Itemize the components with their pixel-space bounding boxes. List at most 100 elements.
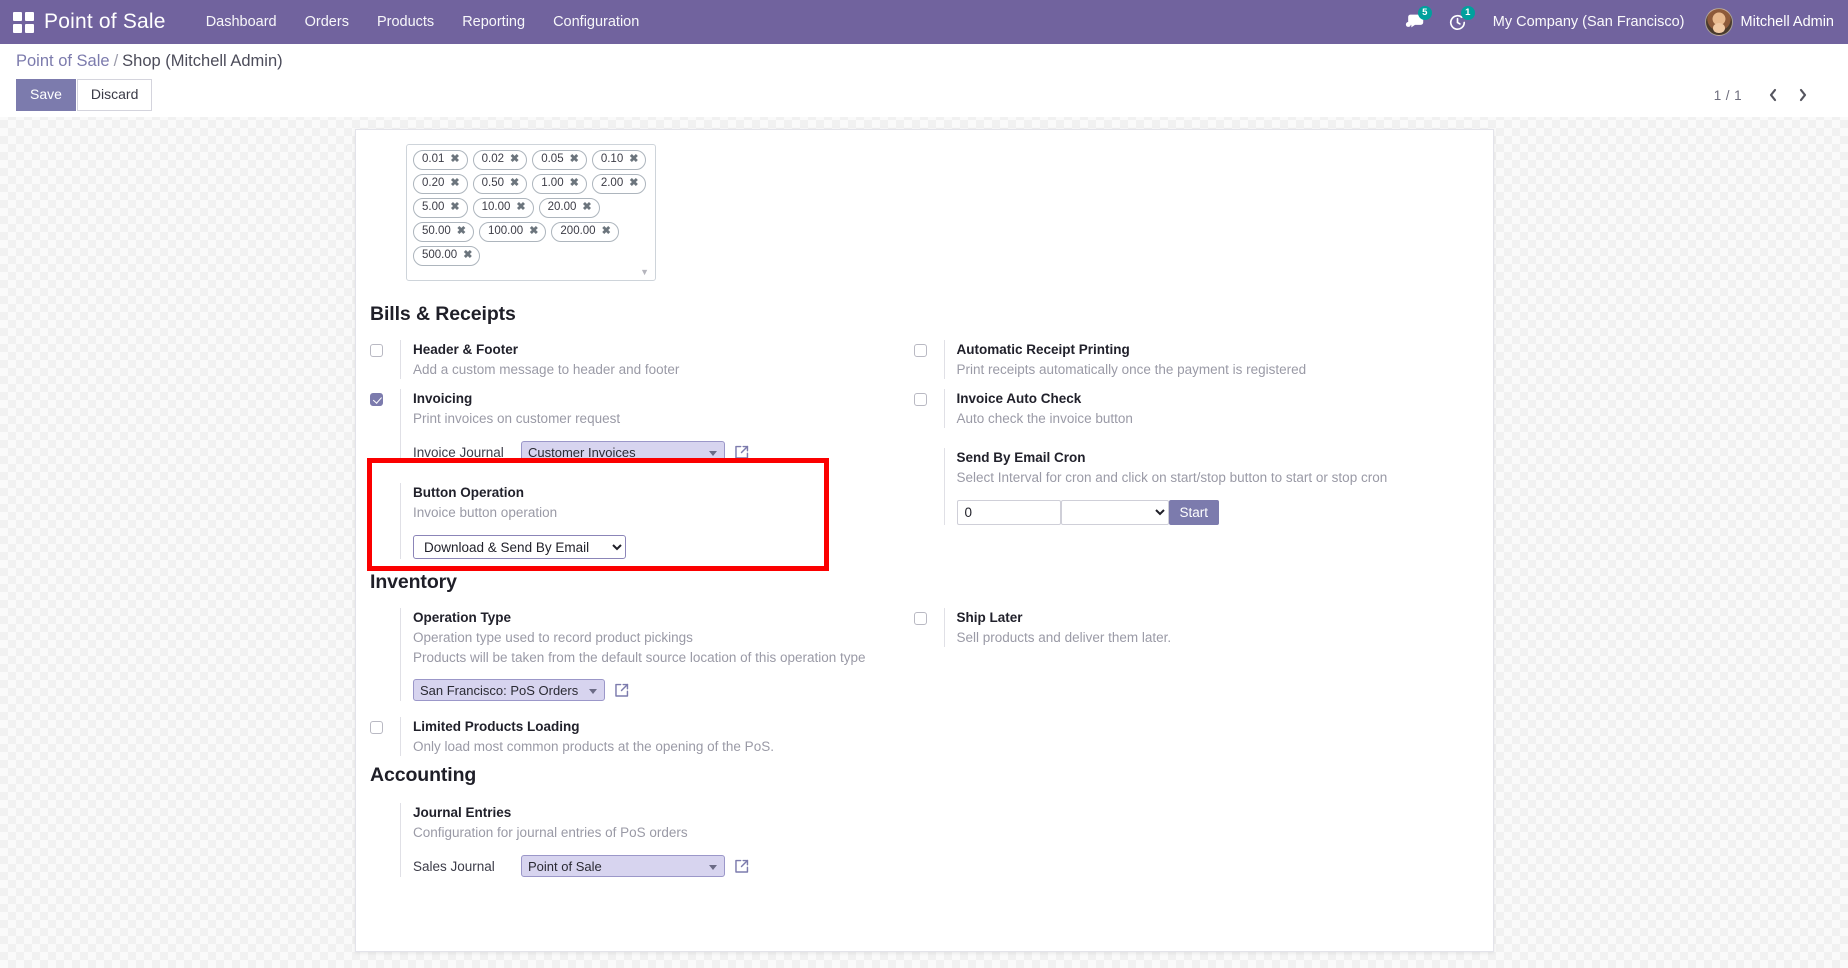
setting-help: Only load most common products at the op… bbox=[413, 739, 774, 754]
close-icon[interactable]: ✖ bbox=[629, 177, 639, 189]
top-navbar: Point of Sale Dashboard Orders Products … bbox=[0, 0, 1848, 44]
header-footer-checkbox[interactable] bbox=[370, 344, 383, 357]
record-action-buttons: Save Discard bbox=[16, 79, 153, 111]
cron-interval-input[interactable] bbox=[956, 500, 1061, 525]
menu-item-orders[interactable]: Orders bbox=[304, 14, 349, 30]
list-item[interactable]: 200.00 ✖ bbox=[551, 222, 619, 242]
list-item[interactable]: 5.00 ✖ bbox=[413, 198, 468, 218]
setting-ship-later[interactable]: Ship Later Sell products and deliver the… bbox=[913, 602, 1458, 651]
setting-send-by-email-cron[interactable]: Send By Email Cron Select Interval for c… bbox=[914, 432, 1458, 529]
denomination-value: 0.02 bbox=[481, 153, 504, 165]
activity-clock-icon[interactable]: 1 bbox=[1436, 0, 1479, 44]
close-icon[interactable]: ✖ bbox=[629, 153, 639, 165]
messages-bubble-icon[interactable]: 5 bbox=[1393, 0, 1436, 44]
setting-invoicing[interactable]: Invoicing Print invoices on customer req… bbox=[370, 383, 914, 467]
denomination-value: 0.20 bbox=[422, 177, 445, 189]
invoice-auto-check-checkbox[interactable] bbox=[913, 393, 927, 406]
menu-item-dashboard[interactable]: Dashboard bbox=[205, 14, 277, 30]
user-name-label: Mitchell Admin bbox=[1740, 14, 1834, 30]
apps-grid-icon[interactable] bbox=[10, 9, 36, 35]
record-pager: 1 / 1 bbox=[1714, 82, 1832, 108]
setting-invoice-auto-check[interactable]: Invoice Auto Check Auto check the invoic… bbox=[913, 383, 1458, 432]
save-button[interactable]: Save bbox=[16, 79, 76, 111]
section-title-bills: Bills & Receipts bbox=[370, 303, 516, 325]
menu-item-configuration[interactable]: Configuration bbox=[553, 14, 640, 30]
list-item[interactable]: 10.00 ✖ bbox=[472, 198, 534, 218]
close-icon[interactable]: ✖ bbox=[516, 201, 526, 213]
menu-item-reporting[interactable]: Reporting bbox=[462, 14, 526, 30]
list-item[interactable]: 0.01 ✖ bbox=[413, 150, 468, 170]
chevron-left-icon[interactable] bbox=[1758, 82, 1788, 108]
denomination-value: 10.00 bbox=[481, 201, 511, 213]
setting-help-secondary: Products will be taken from the default … bbox=[413, 650, 866, 665]
limited-products-loading-checkbox[interactable] bbox=[370, 721, 383, 734]
setting-help: Add a custom message to header and foote… bbox=[413, 362, 680, 377]
close-icon[interactable]: ✖ bbox=[450, 177, 460, 189]
invoice-journal-input[interactable]: Customer Invoices bbox=[521, 441, 725, 463]
app-brand-title[interactable]: Point of Sale bbox=[44, 10, 166, 33]
denomination-value: 0.10 bbox=[600, 153, 624, 165]
breadcrumb-root-link[interactable]: Point of Sale bbox=[16, 52, 110, 70]
caret-down-icon[interactable]: ▼ bbox=[640, 267, 649, 277]
list-item[interactable]: 1.00 ✖ bbox=[532, 174, 587, 194]
list-item[interactable]: 100.00 ✖ bbox=[479, 222, 547, 242]
external-link-icon[interactable] bbox=[733, 858, 750, 875]
close-icon[interactable]: ✖ bbox=[456, 225, 466, 237]
close-icon[interactable]: ✖ bbox=[601, 225, 611, 237]
main-menu: Dashboard Orders Products Reporting Conf… bbox=[192, 2, 654, 42]
cron-interval-unit-select[interactable] bbox=[1060, 500, 1169, 525]
menu-item-products[interactable]: Products bbox=[376, 14, 435, 30]
close-icon[interactable]: ✖ bbox=[529, 225, 539, 237]
user-menu[interactable]: Mitchell Admin bbox=[1699, 8, 1834, 36]
discard-button[interactable]: Discard bbox=[76, 79, 153, 111]
list-item[interactable]: 20.00 ✖ bbox=[538, 198, 600, 218]
company-switcher[interactable]: My Company (San Francisco) bbox=[1492, 14, 1685, 30]
setting-limited-products-loading[interactable]: Limited Products Loading Only load most … bbox=[370, 705, 914, 760]
close-icon[interactable]: ✖ bbox=[569, 153, 579, 165]
denomination-value: 2.00 bbox=[600, 177, 624, 189]
denomination-value: 200.00 bbox=[560, 225, 596, 237]
accounting-left-column: Journal Entries Configuration for journa… bbox=[370, 795, 914, 881]
pager-value: 1 / 1 bbox=[1713, 87, 1742, 103]
external-link-icon[interactable] bbox=[733, 444, 750, 461]
setting-label: Send By Email Cron bbox=[956, 450, 1086, 465]
list-item[interactable]: 0.05 ✖ bbox=[532, 150, 587, 170]
bills-left-column: Header & Footer Add a custom message to … bbox=[370, 334, 914, 563]
setting-automatic-receipt-printing[interactable]: Automatic Receipt Printing Print receipt… bbox=[913, 334, 1458, 383]
user-avatar bbox=[1704, 8, 1733, 36]
cash-denominations-field[interactable]: 0.01 ✖ 0.02 ✖ 0.05 ✖ 0.10 ✖ 0.20 ✖ 0.50 ✖ 1.00… bbox=[406, 144, 656, 281]
list-item[interactable]: 50.00 ✖ bbox=[413, 222, 474, 242]
button-operation-select[interactable]: Download & Send By Email bbox=[413, 535, 626, 559]
close-icon[interactable]: ✖ bbox=[450, 153, 460, 165]
close-icon[interactable]: ✖ bbox=[510, 153, 520, 165]
ship-later-checkbox[interactable] bbox=[913, 612, 927, 625]
list-item[interactable]: 0.20 ✖ bbox=[413, 174, 468, 194]
operation-type-input[interactable]: San Francisco: PoS Orders bbox=[413, 679, 605, 701]
list-item[interactable]: 0.10 ✖ bbox=[591, 150, 647, 170]
close-icon[interactable]: ✖ bbox=[569, 177, 579, 189]
close-icon[interactable]: ✖ bbox=[510, 177, 520, 189]
setting-label: Button Operation bbox=[413, 485, 524, 500]
close-icon[interactable]: ✖ bbox=[582, 201, 592, 213]
list-item[interactable]: 500.00 ✖ bbox=[413, 246, 481, 266]
section-title-inventory: Inventory bbox=[370, 571, 457, 593]
invoicing-checkbox[interactable] bbox=[370, 393, 383, 406]
external-link-icon[interactable] bbox=[613, 682, 630, 699]
list-item[interactable]: 0.50 ✖ bbox=[472, 174, 528, 194]
automatic-receipt-printing-checkbox[interactable] bbox=[913, 344, 927, 357]
setting-journal-entries[interactable]: Journal Entries Configuration for journa… bbox=[370, 795, 914, 881]
bills-right-column: Automatic Receipt Printing Print receipt… bbox=[913, 334, 1458, 563]
close-icon[interactable]: ✖ bbox=[463, 249, 473, 261]
setting-operation-type[interactable]: Operation Type Operation type used to re… bbox=[370, 602, 914, 705]
list-item[interactable]: 0.02 ✖ bbox=[472, 150, 528, 170]
sales-journal-input[interactable]: Point of Sale bbox=[521, 855, 725, 877]
denomination-value: 100.00 bbox=[488, 225, 524, 237]
setting-button-operation[interactable]: Button Operation Invoice button operatio… bbox=[370, 467, 914, 563]
setting-header-footer[interactable]: Header & Footer Add a custom message to … bbox=[370, 334, 914, 383]
cron-start-button[interactable]: Start bbox=[1168, 500, 1220, 525]
close-icon[interactable]: ✖ bbox=[450, 201, 460, 213]
list-item[interactable]: 2.00 ✖ bbox=[591, 174, 647, 194]
setting-help: Print receipts automatically once the pa… bbox=[956, 362, 1307, 377]
button-operation-field: Download & Send By Email bbox=[413, 535, 914, 559]
chevron-right-icon[interactable] bbox=[1788, 82, 1818, 108]
